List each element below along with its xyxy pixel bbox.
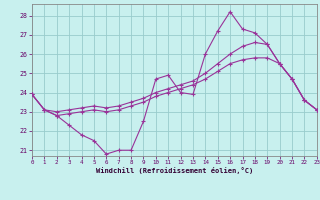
- X-axis label: Windchill (Refroidissement éolien,°C): Windchill (Refroidissement éolien,°C): [96, 167, 253, 174]
